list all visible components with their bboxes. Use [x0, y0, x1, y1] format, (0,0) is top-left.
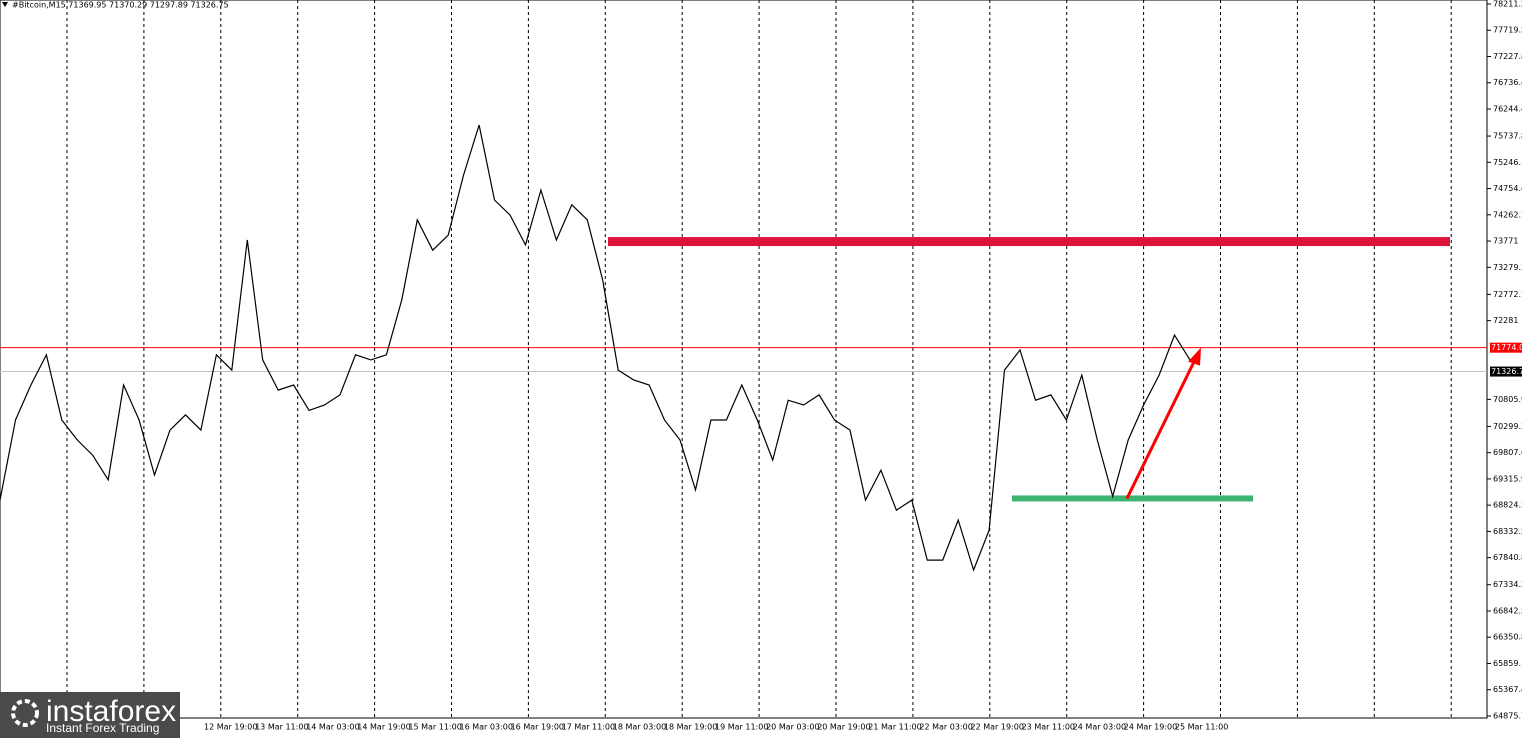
menu-arrow: [2, 2, 8, 7]
y-tick-label: 65367.4: [1493, 685, 1522, 694]
y-tick-label: 64875.7: [1493, 711, 1522, 720]
y-tick-label: 77227.8: [1493, 52, 1522, 61]
x-tick-label: 16 Mar 03:00: [460, 723, 513, 732]
x-tick-label: 15 Mar 11:00: [408, 723, 461, 732]
logo-name: instaforex: [46, 695, 176, 728]
y-tick-label: 72772.7: [1493, 290, 1522, 299]
logo-bg: [0, 692, 180, 738]
x-tick-label: 17 Mar 11:00: [562, 723, 615, 732]
x-tick-label: 25 Mar 11:00: [1175, 723, 1228, 732]
y-tick-label: 70299.3: [1493, 422, 1522, 431]
y-tick-label: 67334.2: [1493, 580, 1522, 589]
y-tick-label: 76736.4: [1493, 78, 1522, 87]
x-tick-label: 23 Mar 11:00: [1022, 723, 1075, 732]
x-tick-label: 14 Mar 19:00: [357, 723, 410, 732]
price-label: 71326.75: [1491, 367, 1522, 376]
chart-title: #Bitcoin,M15 71369.95 71370.29 71297.89 …: [12, 1, 229, 10]
y-tick-label: 75737.8: [1493, 132, 1522, 141]
x-tick-label: 20 Mar 19:00: [817, 723, 870, 732]
y-tick-label: 72281: [1493, 316, 1518, 325]
logo-icon: [11, 699, 39, 727]
x-tick-label: 20 Mar 03:00: [766, 723, 819, 732]
y-tick-label: 66350.8: [1493, 633, 1522, 642]
price-line-series: [0, 124, 1191, 572]
support-zone: [1012, 495, 1253, 502]
y-tick-label: 73279.3: [1493, 263, 1522, 272]
x-tick-label: 14 Mar 03:00: [306, 723, 359, 732]
y-tick-label: 78211.20: [1493, 0, 1522, 8]
arrow-head: [1188, 347, 1201, 366]
y-tick-label: 69315.9: [1493, 474, 1522, 483]
y-tick-label: 77719.5: [1493, 26, 1522, 35]
y-tick-label: 75246.1: [1493, 158, 1522, 167]
y-tick-label: 68824.2: [1493, 501, 1522, 510]
x-tick-label: 16 Mar 19:00: [511, 723, 564, 732]
y-tick-label: 69807.6: [1493, 448, 1522, 457]
y-tick-label: 74754.4: [1493, 184, 1522, 193]
x-tick-label: 21 Mar 11:00: [868, 723, 921, 732]
x-tick-label: 13 Mar 11:00: [255, 723, 308, 732]
x-tick-label: 24 Mar 19:00: [1124, 723, 1177, 732]
y-tick-label: 73771: [1493, 237, 1518, 246]
y-tick-label: 67840.8: [1493, 553, 1522, 562]
y-tick-label: 76244.4: [1493, 105, 1522, 114]
level-label-bg: [1490, 342, 1522, 353]
logo-tagline: Instant Forex Trading: [46, 721, 159, 735]
y-tick-label: 74262.7: [1493, 210, 1522, 219]
x-tick-label: 22 Mar 19:00: [971, 723, 1024, 732]
x-tick-label: 19 Mar 11:00: [715, 723, 768, 732]
level-label: 71774.0: [1491, 343, 1522, 352]
y-tick-label: 68332.5: [1493, 527, 1522, 536]
x-tick-label: 18 Mar 19:00: [664, 723, 717, 732]
resistance-zone: [608, 237, 1450, 247]
x-tick-label: 18 Mar 03:00: [613, 723, 666, 732]
price-label-bg: [1490, 366, 1522, 377]
arrow-shaft: [1125, 353, 1200, 500]
y-tick-label: 65859.1: [1493, 659, 1522, 668]
logo: instaforex Instant Forex Trading: [0, 692, 180, 738]
x-tick-label: 22 Mar 03:00: [919, 723, 972, 732]
x-tick-label: 24 Mar 03:00: [1073, 723, 1126, 732]
plot-frame: [0, 0, 1488, 719]
x-tick-label: 12 Mar 19:00: [204, 723, 257, 732]
y-tick-label: 66842.5: [1493, 606, 1522, 615]
y-tick-label: 70805.9: [1493, 395, 1522, 404]
